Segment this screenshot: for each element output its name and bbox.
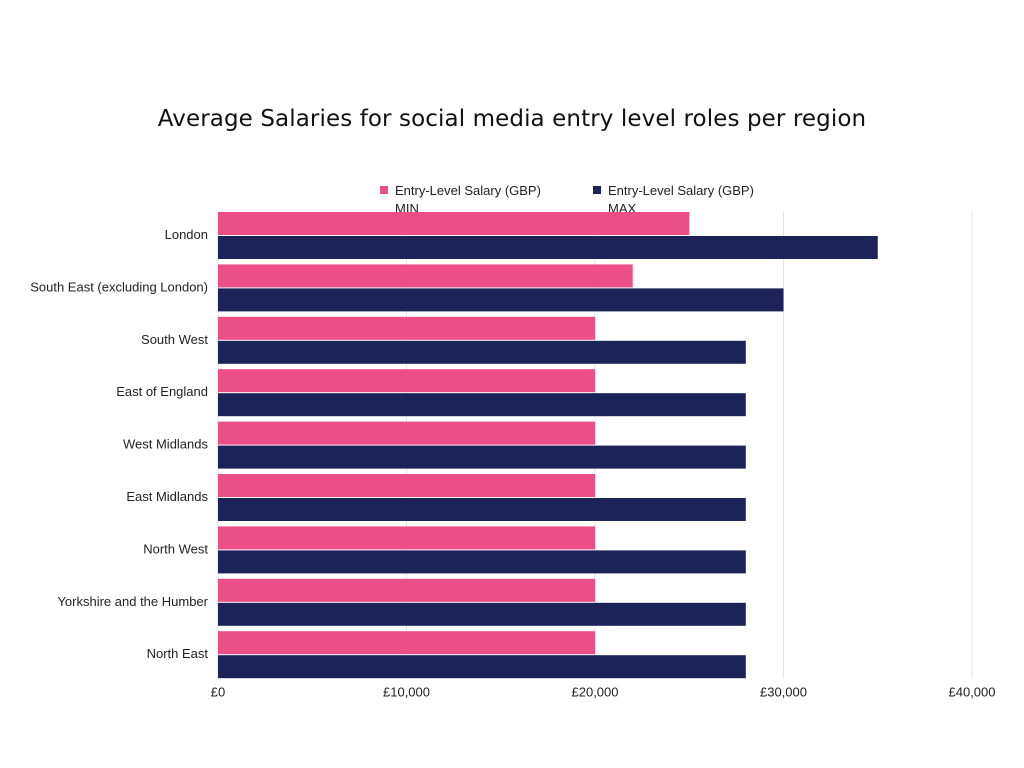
category-label: North West [143, 541, 208, 556]
bar-min [218, 421, 595, 445]
bar-max [218, 340, 746, 364]
bar-min [218, 316, 595, 340]
category-label: East Midlands [126, 489, 208, 504]
bar-max [218, 655, 746, 679]
bar-min [218, 212, 690, 235]
chart-title: Average Salaries for social media entry … [157, 106, 867, 132]
x-tick-label: £0 [211, 685, 225, 700]
category-label: South East (excluding London) [30, 279, 208, 294]
category-label: South West [141, 332, 208, 347]
bar-max [218, 236, 878, 259]
x-tick-label: £10,000 [383, 685, 430, 700]
legend-label-min-line1: Entry-Level Salary (GBP) [395, 183, 541, 198]
x-tick-label: £40,000 [949, 685, 996, 700]
bar-max [218, 550, 746, 574]
legend-swatch-max [593, 186, 601, 194]
category-label: North East [147, 646, 209, 661]
category-label: London [165, 227, 208, 242]
legend-swatch-min [380, 186, 388, 194]
legend-label-max-line1: Entry-Level Salary (GBP) [608, 183, 754, 198]
bar-min [218, 474, 595, 497]
bar-max [218, 288, 784, 312]
bar-max [218, 498, 746, 521]
x-tick-label: £30,000 [760, 685, 807, 700]
bar-min [218, 369, 595, 393]
bar-max [218, 445, 746, 469]
category-label: East of England [116, 384, 208, 399]
category-label: Yorkshire and the Humber [57, 594, 208, 609]
bar-max [218, 393, 746, 417]
bar-min [218, 578, 595, 602]
x-tick-label: £20,000 [572, 685, 619, 700]
bar-max [218, 602, 746, 626]
category-label: West Midlands [123, 437, 209, 452]
bar-min [218, 264, 633, 288]
bar-min [218, 631, 595, 655]
bar-min [218, 526, 595, 550]
